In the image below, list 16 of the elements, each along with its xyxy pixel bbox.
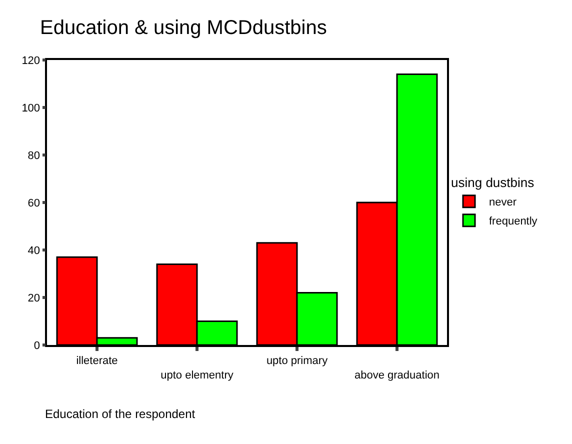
chart-title: Education & using MCDdustbins bbox=[40, 16, 327, 39]
y-tick-label: 100 bbox=[22, 102, 40, 114]
legend-label: frequently bbox=[489, 216, 538, 228]
y-tick-label: 80 bbox=[28, 150, 40, 162]
x-axis-title: Education of the respondent bbox=[45, 407, 196, 421]
legend-label: never bbox=[489, 196, 517, 209]
x-tick-label: illeterate bbox=[76, 354, 118, 367]
y-tick-label: 60 bbox=[28, 197, 40, 210]
y-tick-label: 120 bbox=[22, 54, 40, 67]
x-tick-label: upto elementry bbox=[160, 369, 234, 382]
y-tick-label: 20 bbox=[28, 292, 40, 304]
x-tick-label: above graduation bbox=[354, 369, 440, 382]
y-tick-label: 40 bbox=[28, 244, 40, 257]
x-tick-label: upto primary bbox=[266, 354, 328, 367]
legend-title: using dustbins bbox=[451, 174, 535, 190]
y-tick-label: 0 bbox=[34, 340, 40, 352]
